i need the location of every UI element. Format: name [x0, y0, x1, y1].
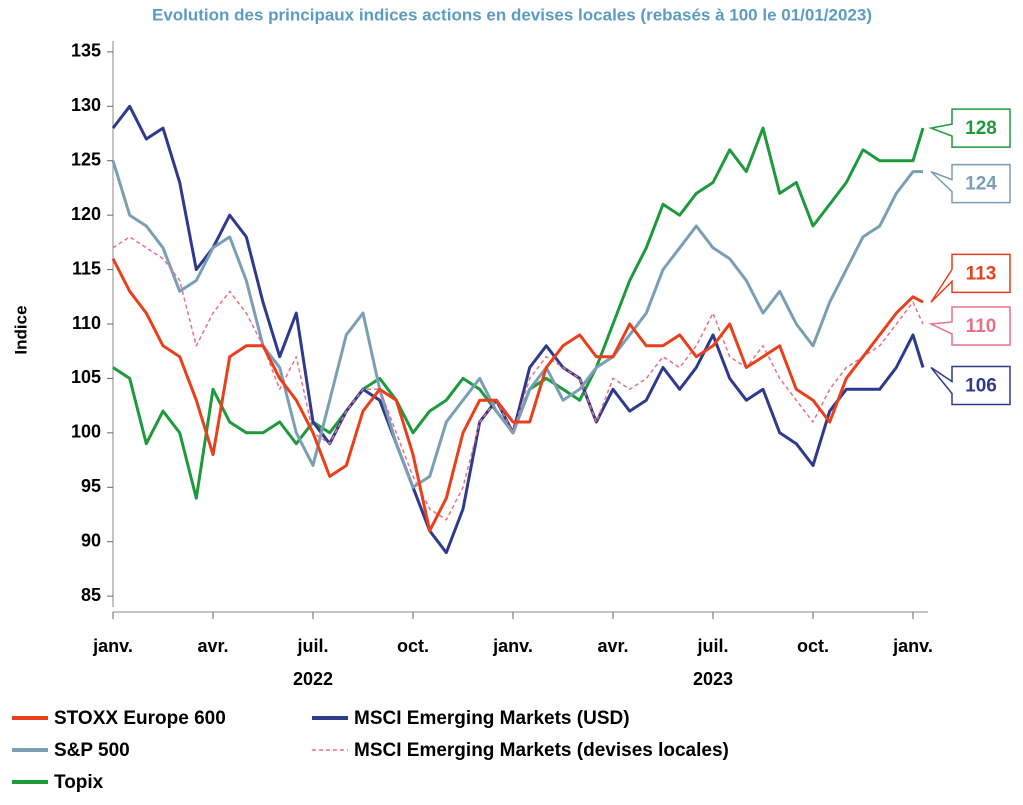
y-axis-label: Indice [11, 305, 30, 354]
y-tick-label: 135 [71, 41, 101, 61]
callout-label: 124 [965, 174, 997, 195]
x-tick-label: janv. [492, 636, 533, 656]
legend-label: S&P 500 [54, 740, 130, 761]
callout-box [930, 253, 1011, 303]
callout-label: 110 [966, 316, 997, 337]
y-tick-label: 110 [72, 313, 101, 333]
y-tick-label: 130 [71, 95, 101, 115]
series-line [111, 160, 923, 489]
callout-label: 128 [965, 118, 997, 139]
legend-label: MSCI Emerging Markets (devises locales) [354, 740, 729, 761]
callout-box [928, 306, 1011, 346]
y-tick-label: 115 [72, 258, 101, 278]
series-line [111, 258, 924, 533]
legend-label: STOXX Europe 600 [54, 708, 226, 729]
x-tick-label: oct. [397, 636, 429, 656]
x-tick-label: avr. [197, 636, 228, 656]
legend-label: MSCI Emerging Markets (USD) [354, 708, 630, 729]
legend-label: Topix [54, 772, 104, 793]
x-year-label: 2022 [293, 669, 333, 689]
x-tick-label: avr. [597, 636, 628, 656]
callout-label: 113 [966, 263, 997, 284]
y-tick-label: 125 [71, 149, 101, 169]
x-tick-label: juil. [297, 636, 329, 656]
y-tick-label: 90 [81, 530, 101, 550]
x-year-label: 2023 [693, 669, 733, 689]
y-tick-label: 85 [81, 585, 101, 605]
x-tick-label: juil. [697, 636, 729, 656]
series-line [111, 104, 925, 555]
callout-box [930, 365, 1011, 406]
callout-box [930, 163, 1011, 204]
series-line [112, 236, 924, 521]
x-tick-label: janv. [892, 636, 933, 656]
y-tick-label: 95 [81, 476, 101, 496]
callout-box [928, 108, 1011, 148]
x-tick-label: oct. [797, 636, 829, 656]
callout-label: 106 [965, 376, 997, 397]
y-tick-label: 120 [71, 204, 101, 224]
series-line [112, 126, 925, 500]
y-tick-label: 105 [71, 367, 101, 387]
x-tick-label: janv. [92, 636, 133, 656]
chart-title: Evolution des principaux indices actions… [152, 5, 872, 24]
y-tick-label: 100 [71, 422, 101, 442]
